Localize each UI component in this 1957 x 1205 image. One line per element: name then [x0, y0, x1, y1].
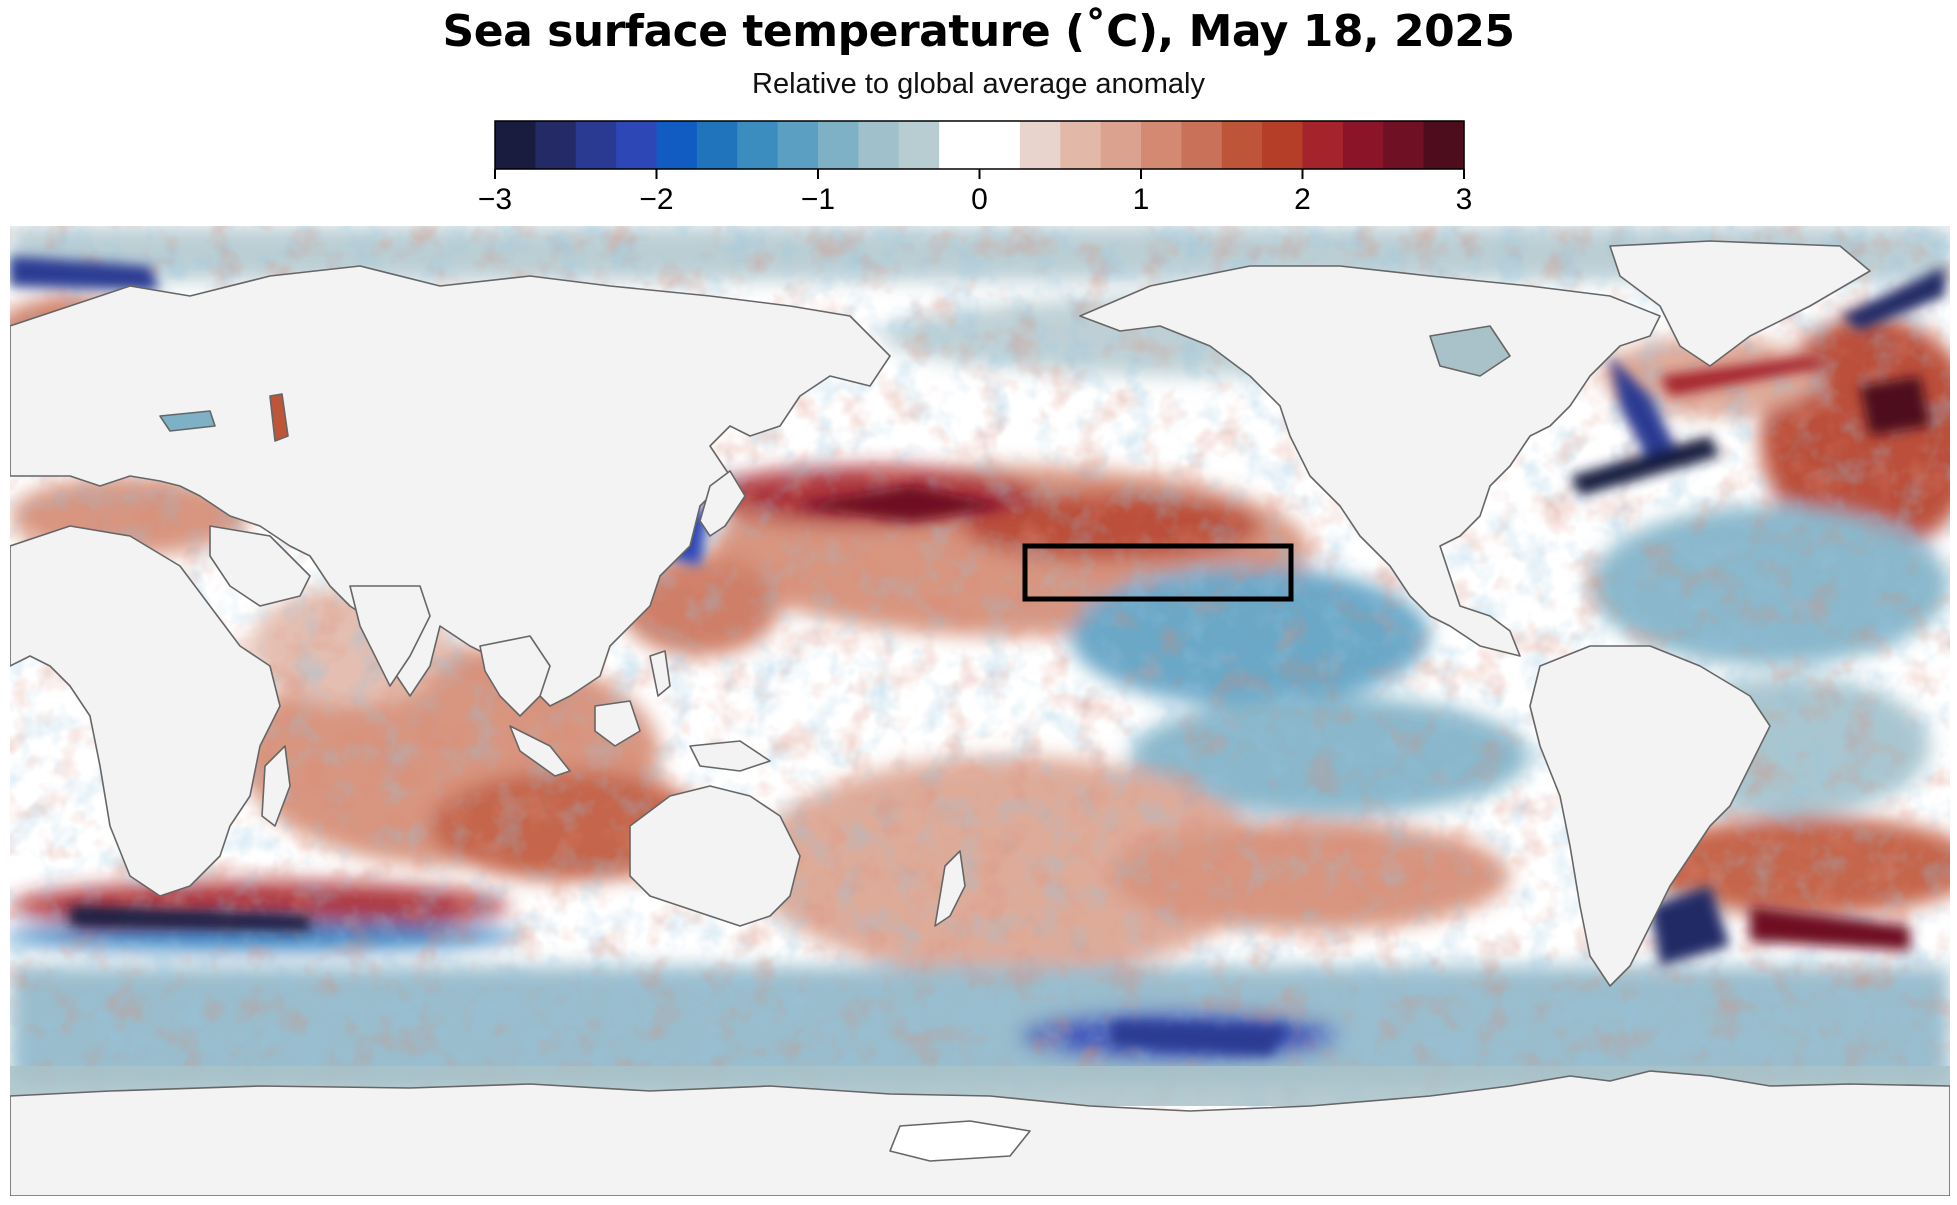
landmasses — [10, 240, 1950, 1196]
madagascar-landmass — [261, 745, 291, 827]
nino-region-box — [1022, 543, 1294, 602]
arabia-landmass — [209, 525, 311, 607]
india-landmass — [349, 585, 431, 687]
legend-swatch — [1423, 121, 1465, 169]
page-title: Sea surface temperature (˚C), May 18, 20… — [442, 6, 1515, 57]
legend-swatch — [1383, 121, 1425, 169]
legend-swatch — [1141, 121, 1182, 169]
legend-tick-label: −3 — [478, 183, 512, 210]
legend-swatch — [535, 121, 577, 169]
borneo-landmass — [594, 700, 641, 747]
new-guinea-landmass — [689, 740, 771, 772]
legend-swatch — [1302, 121, 1344, 169]
legend-tick-label: −2 — [639, 183, 673, 210]
sst-anomaly-map — [10, 226, 1950, 1196]
north-america-landmass — [1079, 265, 1661, 657]
legend-swatch — [696, 121, 738, 169]
indochina-landmass — [479, 635, 551, 717]
legend-tick-label: 3 — [1456, 183, 1473, 210]
legend-swatch — [1342, 121, 1384, 169]
color-scale-bar: −3 −2 −1 0 1 2 3 — [478, 120, 1473, 210]
world-map — [10, 226, 1950, 1196]
new-zealand-landmass — [934, 850, 966, 927]
south-america-landmass — [1529, 645, 1771, 987]
black-sea — [159, 410, 216, 432]
legend-swatch — [1262, 121, 1304, 169]
africa-landmass — [10, 525, 281, 897]
legend-swatch — [858, 121, 900, 169]
legend-swatch — [616, 121, 658, 169]
strong-anomalies — [10, 256, 1945, 1056]
legend-swatch — [939, 121, 981, 169]
legend-swatch — [1181, 121, 1223, 169]
legend-swatch — [575, 121, 617, 169]
legend-swatch — [1100, 121, 1142, 169]
legend-swatch — [656, 121, 698, 169]
sumatra-landmass — [509, 725, 571, 777]
legend-tick-label: 2 — [1294, 183, 1311, 210]
page-subtitle: Relative to global average anomaly — [752, 68, 1205, 100]
philippines-landmass — [649, 650, 671, 697]
caspian-sea — [269, 393, 289, 442]
australia-landmass — [629, 785, 801, 927]
japan-landmass — [699, 470, 746, 537]
legend-swatch — [898, 121, 940, 169]
legend-tick-label: −1 — [801, 183, 835, 210]
color-scale-legend: −3 −2 −1 0 1 2 3 — [0, 118, 1957, 210]
legend-swatch — [495, 121, 536, 169]
ice-shelf — [889, 1120, 1031, 1162]
hudson-bay — [1429, 325, 1511, 377]
eurasia-landmass — [10, 265, 891, 707]
legend-swatch — [1019, 121, 1061, 169]
legend-swatch — [979, 121, 1021, 169]
legend-swatch — [1221, 121, 1263, 169]
legend-swatch — [818, 121, 859, 169]
legend-tick-label: 0 — [971, 183, 988, 210]
legend-swatch — [777, 121, 819, 169]
legend-tick-label: 1 — [1133, 183, 1150, 210]
legend-swatch — [1060, 121, 1102, 169]
legend-swatch — [737, 121, 779, 169]
greenland-landmass — [1609, 240, 1871, 367]
